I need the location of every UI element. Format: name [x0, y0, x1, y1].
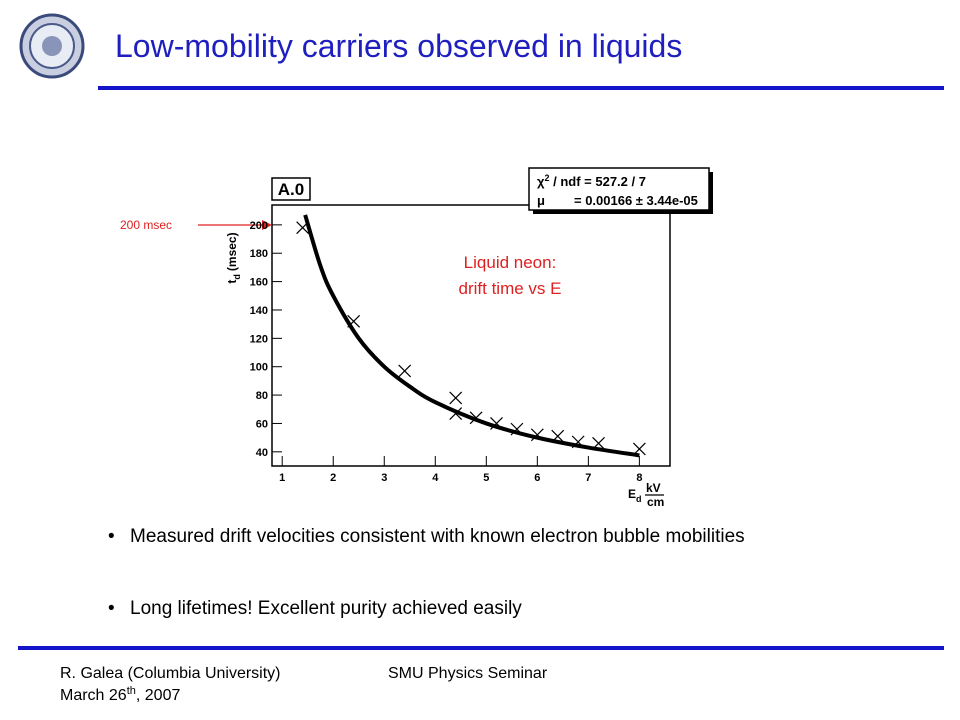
title-rule	[98, 86, 944, 90]
x-label-main: E	[628, 487, 636, 501]
footer-rule	[18, 646, 944, 650]
y-tick-label: 80	[256, 390, 268, 402]
chi-symbol: χ	[537, 174, 545, 189]
arrow-label: 200 msec	[120, 218, 172, 232]
x-tick-label: 1	[279, 472, 285, 484]
y-axis-label: td (msec)	[225, 232, 242, 283]
y-tick-label: 200	[250, 220, 268, 232]
footer-author: R. Galea (Columbia University)	[60, 665, 281, 682]
note-line-1: Liquid neon:	[464, 253, 557, 272]
bullet-1: Measured drift velocities consistent wit…	[108, 524, 830, 549]
y-tick-label: 40	[256, 447, 268, 459]
slide-title: Low-mobility carriers observed in liquid…	[115, 28, 682, 64]
x-axis-label: Ed	[628, 487, 642, 504]
date-start: March 26	[60, 687, 127, 704]
y-tick-label: 100	[250, 362, 268, 374]
y-tick-label: 60	[256, 418, 268, 430]
y-label-main: t	[225, 280, 239, 284]
x-label-num: kV	[646, 481, 661, 495]
x-tick-label: 7	[585, 472, 591, 484]
y-tick-label: 160	[250, 277, 268, 289]
mu-symbol: μ	[537, 193, 545, 208]
stats-box	[528, 167, 710, 211]
data-point	[449, 391, 463, 405]
data-point	[398, 364, 412, 378]
plot-label: A.0	[278, 180, 304, 199]
y-label-unit: (msec)	[225, 232, 239, 271]
chi-text: / ndf = 527.2 / 7	[550, 174, 646, 189]
logo	[19, 13, 85, 79]
arrow-head	[262, 220, 272, 230]
chi-power: 2	[544, 173, 549, 183]
x-label-sub: d	[636, 494, 642, 504]
x-tick-label: 2	[330, 472, 336, 484]
fit-curve	[303, 214, 640, 458]
stats-chi: χ2 / ndf = 527.2 / 7	[537, 173, 646, 189]
stats-mu: μ = 0.00166 ± 3.44e-05	[537, 193, 698, 208]
x-tick-label: 4	[432, 472, 439, 484]
date-sup: th	[127, 685, 136, 697]
x-label-den: cm	[647, 495, 664, 509]
plot-frame	[271, 204, 671, 467]
footer-date: March 26th, 2007	[60, 685, 180, 704]
bullet-2: Long lifetimes! Excellent purity achieve…	[108, 596, 830, 621]
y-tick-label: 140	[250, 305, 268, 317]
y-tick-label: 180	[250, 248, 268, 260]
x-tick-label: 5	[483, 472, 489, 484]
y-tick-label: 120	[250, 333, 268, 345]
x-tick-label: 6	[534, 472, 540, 484]
x-tick-label: 3	[381, 472, 387, 484]
date-end: , 2007	[136, 687, 181, 704]
y-label-sub: d	[232, 274, 242, 280]
label-box	[271, 177, 311, 201]
x-tick-label: 8	[636, 472, 642, 484]
note-line-2: drift time vs E	[459, 279, 562, 298]
mu-text: = 0.00166 ± 3.44e-05	[574, 193, 698, 208]
footer-event: SMU Physics Seminar	[388, 665, 548, 682]
